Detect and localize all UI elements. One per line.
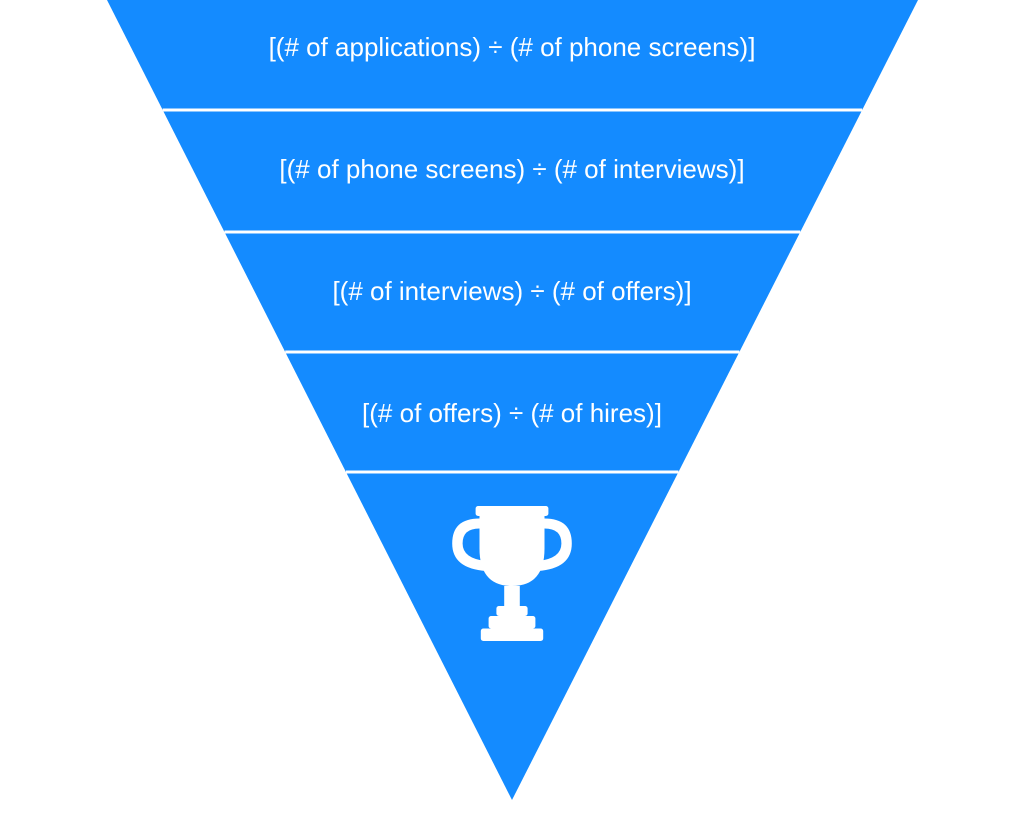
funnel-diagram: [(# of applications) ÷ (# of phone scree… [0, 0, 1024, 819]
funnel-triangle [107, 0, 918, 800]
funnel-svg [0, 0, 1024, 819]
